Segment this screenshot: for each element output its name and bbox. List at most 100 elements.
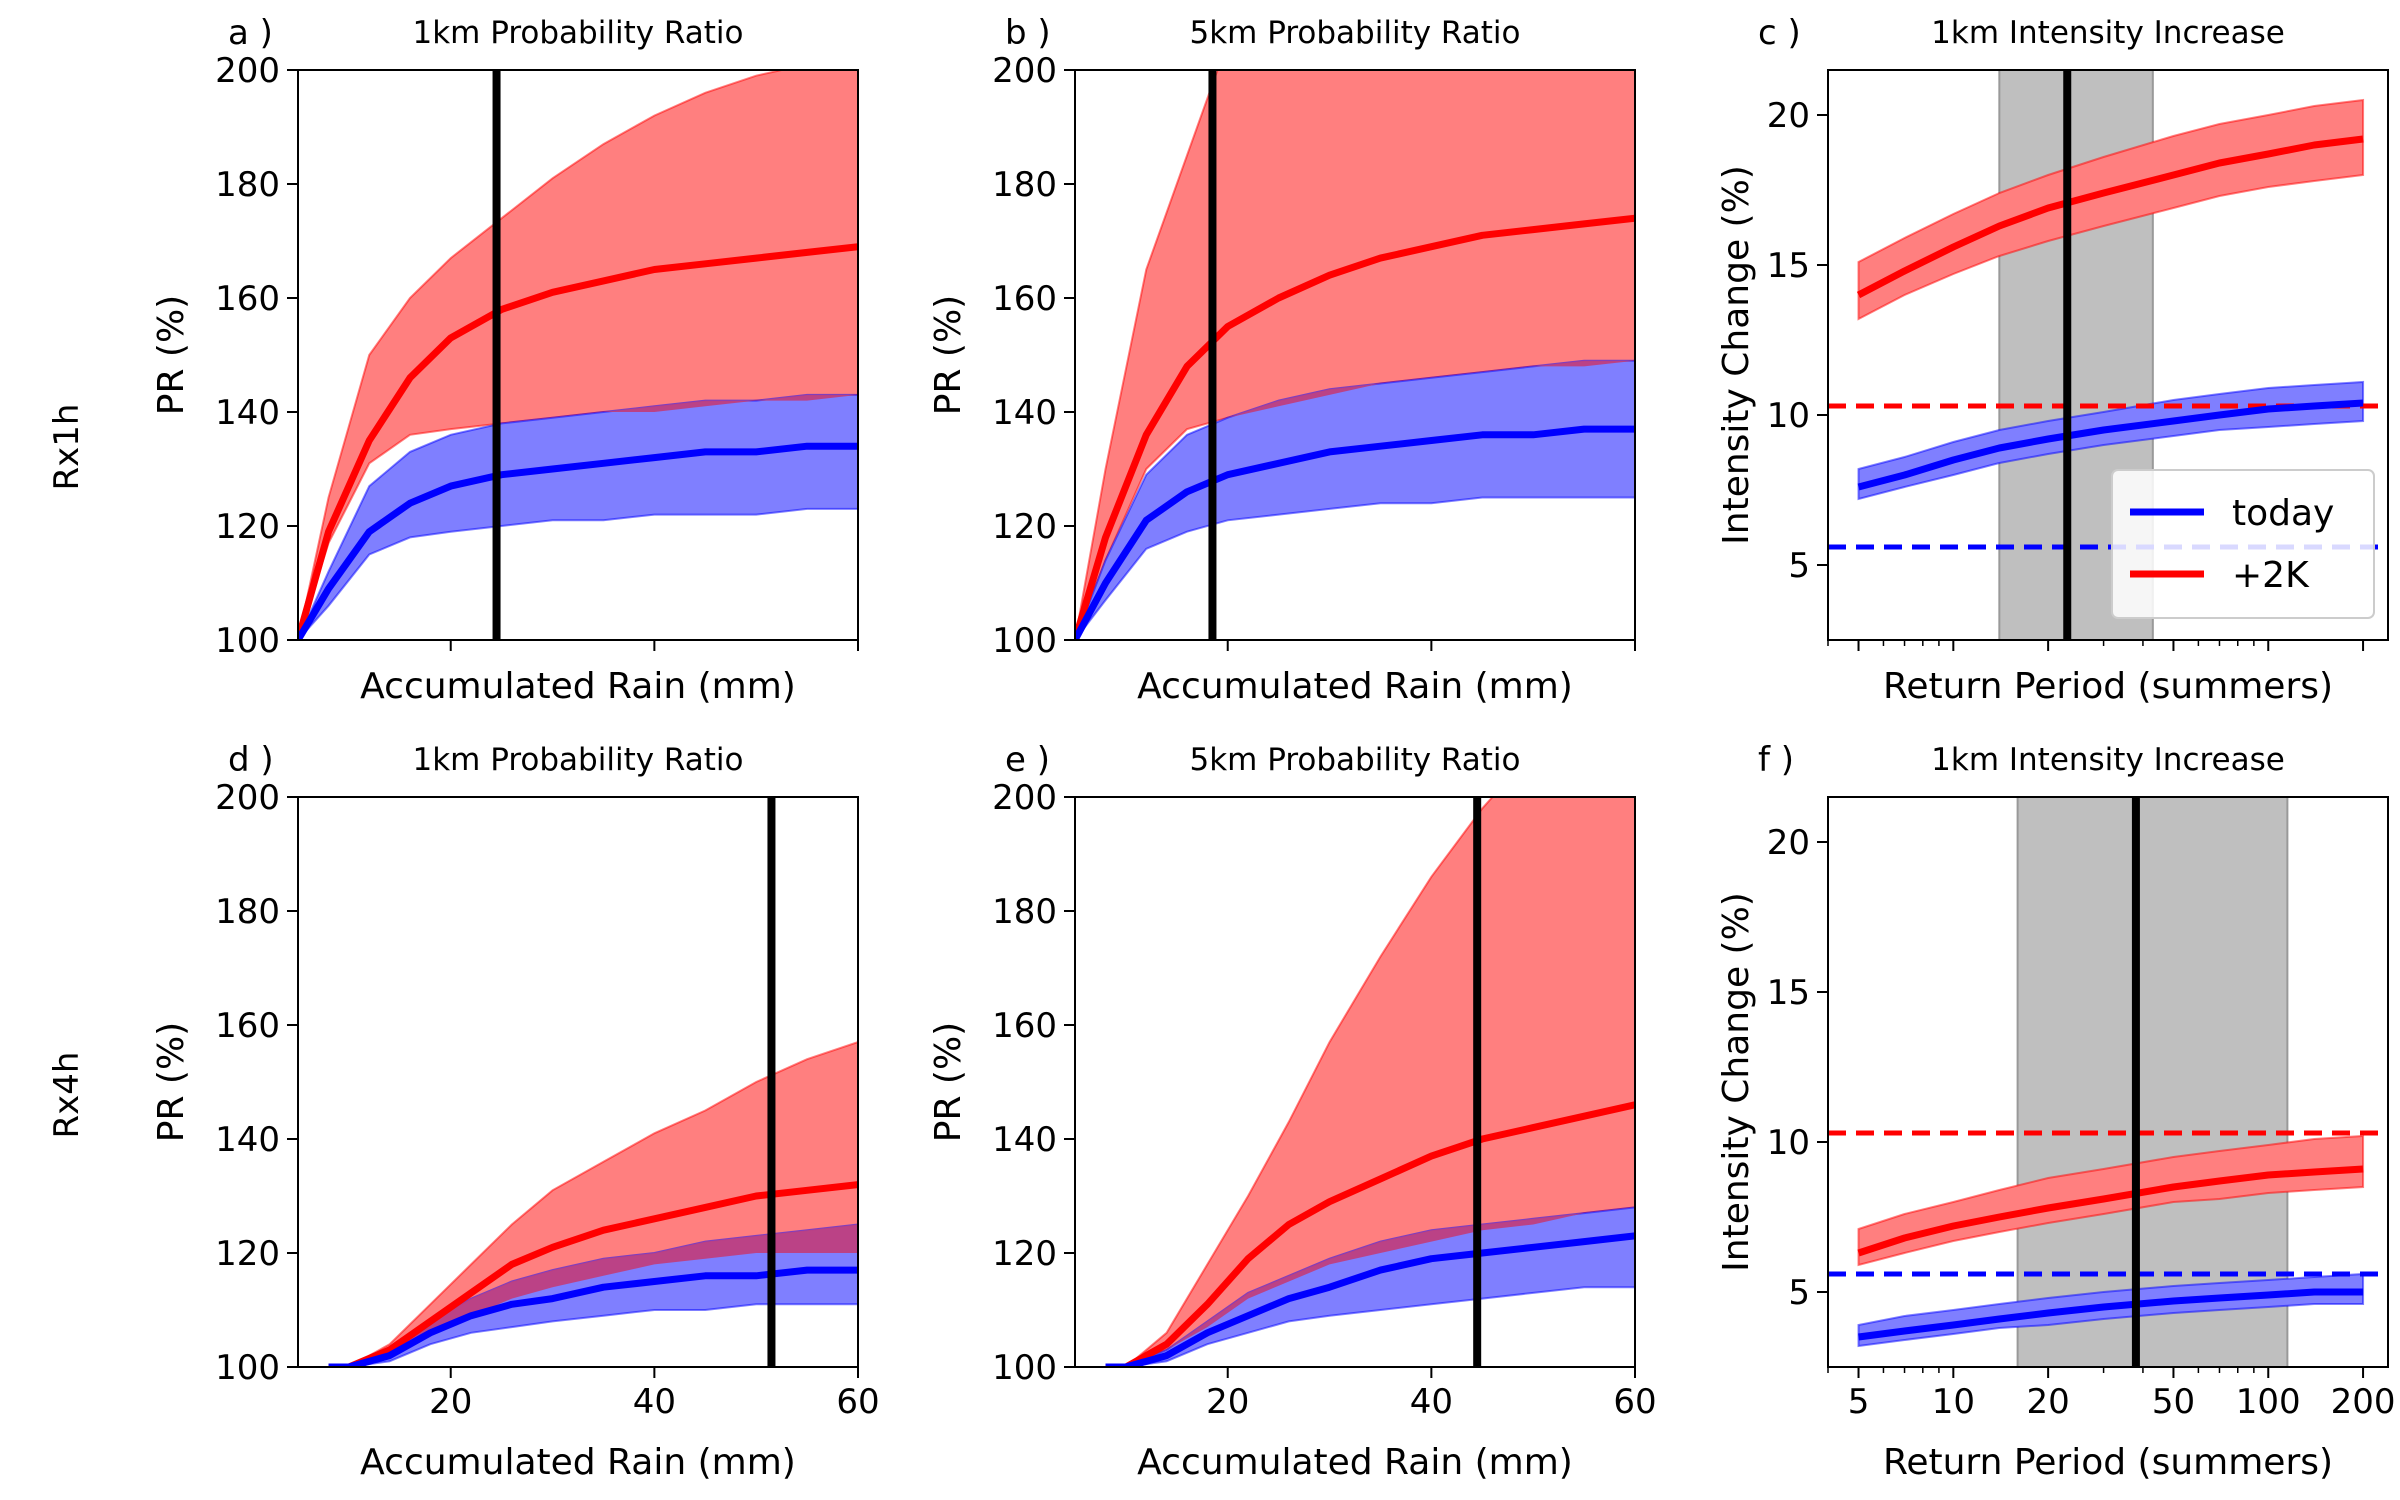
row-label-rx1h: Rx1h [47, 404, 87, 491]
panel-letter: f ) [1758, 740, 1794, 780]
y-tick-label: 180 [992, 892, 1057, 932]
x-tick-label: 40 [1410, 1382, 1453, 1422]
x-tick-label: 40 [633, 1382, 676, 1422]
overlap-range-band [328, 1224, 858, 1367]
today-range-band [1857, 1272, 2365, 1348]
axes-frame [1827, 796, 2389, 1368]
panel-f: 5 10 15 20 5 10 20 50 100 200 Return Period (summe… [1716, 740, 2396, 1483]
today-series-line [1075, 425, 1635, 640]
panel-title: 5km Probability Ratio [1189, 15, 1520, 51]
axes-frame [297, 796, 859, 1368]
plus2k-range-band [328, 1041, 858, 1367]
panel-letter: c ) [1758, 13, 1801, 53]
x-tick-label: 10 [1932, 1382, 1975, 1422]
panel-c: 5 10 15 20 Return Period (summers) Intensity … [1716, 13, 2389, 707]
axes-frame [1074, 796, 1636, 1368]
y-tick-label: 140 [992, 393, 1057, 433]
y-axis-label: Intensity Change (%) [1716, 165, 1757, 545]
x-axis-label: Return Period (summers) [1883, 666, 2333, 707]
y-tick-label: 160 [992, 1006, 1057, 1046]
chart-panels: 100 120 140 160 180 200 Accumulated Rain (mm) P… [151, 13, 2396, 1483]
panel-letter: e ) [1005, 740, 1050, 780]
y-tick-label: 180 [215, 892, 280, 932]
x-axis-label: Return Period (summers) [1883, 1442, 2333, 1483]
plus2k-series-line [1857, 1165, 2364, 1257]
panel-title: 1km Intensity Increase [1931, 742, 2285, 778]
x-tick-label: 100 [2236, 1382, 2301, 1422]
y-tick-label: 180 [992, 165, 1057, 205]
y-tick-label: 200 [992, 778, 1057, 818]
y-tick-label: 140 [992, 1120, 1057, 1160]
today-series-line [1105, 1232, 1635, 1367]
panel-title: 1km Intensity Increase [1931, 15, 2285, 51]
x-axis-label: Accumulated Rain (mm) [360, 1442, 796, 1483]
y-tick-label: 20 [1767, 823, 1810, 863]
x-tick-label: 20 [1206, 1382, 1249, 1422]
y-tick-label: 15 [1767, 246, 1810, 286]
panel-d: 100 120 140 160 180 200 20 40 60 Accumulated Rain… [151, 740, 880, 1483]
panel-title: 1km Probability Ratio [412, 15, 743, 51]
today-series-line [1858, 1288, 2364, 1341]
panel-a: 100 120 140 160 180 200 Accumulated Rain (mm) P… [151, 13, 859, 707]
y-tick-label: 20 [1767, 96, 1810, 136]
panel-b: 100 120 140 160 180 200 Accumulated Rain (mm) P… [928, 13, 1636, 707]
y-tick-label: 160 [992, 279, 1057, 319]
axes-frame [1827, 69, 2389, 641]
plus2k-series-line [1856, 135, 2364, 299]
panel-letter: d ) [228, 740, 274, 780]
panel-title: 1km Probability Ratio [412, 742, 743, 778]
panel-title: 5km Probability Ratio [1189, 742, 1520, 778]
x-tick-label: 60 [1613, 1382, 1656, 1422]
y-axis-label: PR (%) [928, 295, 969, 415]
x-axis-label: Accumulated Rain (mm) [360, 666, 796, 707]
y-tick-label: 200 [215, 51, 280, 91]
y-tick-label: 120 [992, 507, 1057, 547]
y-tick-label: 200 [215, 778, 280, 818]
y-tick-label: 140 [215, 393, 280, 433]
y-axis-label: PR (%) [151, 1022, 192, 1142]
legend-label-today: today [2232, 493, 2334, 534]
x-tick-label: 20 [429, 1382, 472, 1422]
axes-frame [1074, 69, 1636, 641]
y-tick-label: 200 [992, 51, 1057, 91]
y-tick-label: 160 [215, 279, 280, 319]
y-tick-label: 10 [1767, 1123, 1810, 1163]
panel-letter: b ) [1005, 13, 1051, 53]
x-tick-label: 200 [2331, 1382, 2396, 1422]
x-axis-label: Accumulated Rain (mm) [1137, 1442, 1573, 1483]
y-tick-label: 100 [992, 621, 1057, 661]
plot-area [328, 797, 858, 1367]
y-tick-label: 140 [215, 1120, 280, 1160]
today-range-band [298, 393, 858, 640]
plot-area [298, 70, 858, 640]
legend-box [2111, 469, 2375, 619]
plus2k-series-line [1105, 1101, 1635, 1367]
y-tick-label: 100 [215, 621, 280, 661]
axes-frame [297, 69, 859, 641]
x-tick-label: 20 [2026, 1382, 2069, 1422]
x-tick-label: 50 [2152, 1382, 2195, 1422]
y-tick-label: 120 [992, 1234, 1057, 1274]
plus2k-series-line [1075, 214, 1635, 640]
y-tick-label: 120 [215, 507, 280, 547]
row-label-rx4h: Rx4h [47, 1052, 87, 1139]
x-axis-label: Accumulated Rain (mm) [1137, 666, 1573, 707]
y-tick-label: 5 [1788, 546, 1810, 586]
y-tick-label: 10 [1767, 396, 1810, 436]
plus2k-range-band [1857, 98, 2365, 321]
legend: today +2K [2111, 469, 2375, 619]
today-series-line [1857, 399, 2364, 491]
x-tick-label: 60 [836, 1382, 879, 1422]
today-series-line [298, 442, 858, 640]
panel-e: 100 120 140 160 180 200 20 40 60 Accumulated Rain… [928, 740, 1657, 1483]
y-tick-label: 100 [215, 1348, 280, 1388]
y-axis-label: Intensity Change (%) [1716, 892, 1757, 1272]
plus2k-series-line [298, 243, 858, 640]
y-tick-label: 15 [1767, 973, 1810, 1013]
panel-letter: a ) [228, 13, 273, 53]
today-series-line [328, 1266, 858, 1367]
y-tick-label: 160 [215, 1006, 280, 1046]
x-tick-label: 5 [1848, 1382, 1870, 1422]
y-tick-label: 100 [992, 1348, 1057, 1388]
plot-area [1105, 797, 1635, 1367]
